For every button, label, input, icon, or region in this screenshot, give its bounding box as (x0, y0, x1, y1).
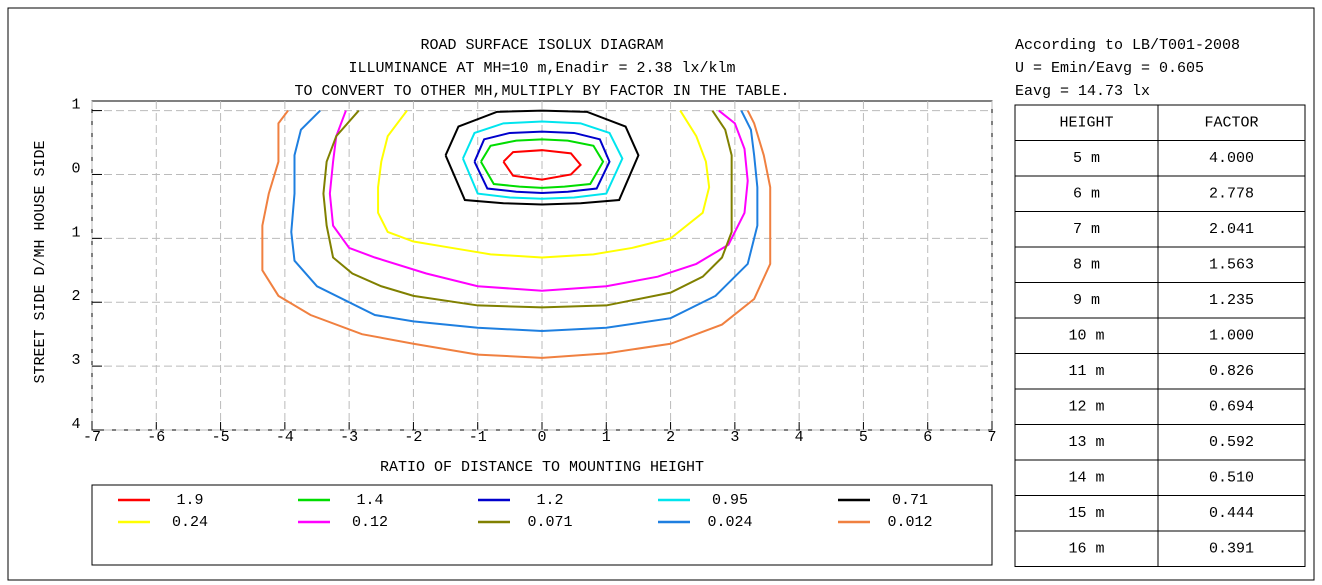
frame (7, 7, 1315, 581)
table-header: FACTOR (1204, 115, 1258, 132)
isolux-line (322, 109, 733, 309)
legend-label: 0.12 (352, 514, 388, 531)
legend-label: 0.95 (712, 492, 748, 509)
chart-title: ROAD SURFACE ISOLUX DIAGRAM (420, 37, 663, 54)
info-line: U = Emin/Eavg = 0.605 (1015, 60, 1204, 77)
table-cell: 0.444 (1209, 505, 1254, 522)
x-tick-label: -6 (147, 429, 165, 446)
isolux-line (328, 109, 749, 292)
y-axis-label: STREET SIDE D/MH HOUSE SIDE (32, 140, 49, 383)
y-tick-label: 1 (71, 224, 80, 241)
y-tick-label: 1 (71, 97, 80, 114)
legend-box (91, 484, 993, 566)
table-cell: 9 m (1073, 292, 1100, 309)
table-cell: 7 m (1073, 221, 1100, 238)
table-cell: 0.694 (1209, 399, 1254, 416)
table-cell: 12 m (1068, 399, 1104, 416)
x-tick-label: -3 (340, 429, 358, 446)
info-line: Eavg = 14.73 lx (1015, 83, 1150, 100)
x-tick-label: -2 (404, 429, 422, 446)
info-line: According to LB/T001-2008 (1015, 37, 1240, 54)
table-cell: 0.592 (1209, 434, 1254, 451)
table-cell: 11 m (1068, 363, 1104, 380)
y-tick-label: 2 (71, 288, 80, 305)
legend-label: 0.71 (892, 492, 928, 509)
table-cell: 0.391 (1209, 541, 1254, 558)
table-header: HEIGHT (1059, 115, 1113, 132)
legend-label: 1.4 (356, 492, 383, 509)
table-cell: 1.000 (1209, 328, 1254, 345)
chart-title: TO CONVERT TO OTHER MH,MULTIPLY BY FACTO… (294, 83, 789, 100)
table-cell: 13 m (1068, 434, 1104, 451)
table-cell: 8 m (1073, 257, 1100, 274)
y-tick-label: 0 (71, 160, 80, 177)
legend-label: 1.2 (536, 492, 563, 509)
isolux-line (377, 109, 711, 259)
isolux-line (444, 109, 640, 206)
x-tick-label: 6 (923, 429, 932, 446)
x-tick-label: -7 (83, 429, 101, 446)
legend-label: 1.9 (176, 492, 203, 509)
table-cell: 1.235 (1209, 292, 1254, 309)
x-tick-label: 5 (859, 429, 868, 446)
x-tick-label: -4 (276, 429, 294, 446)
table-cell: 15 m (1068, 505, 1104, 522)
isolux-line (290, 109, 759, 332)
table-border (1014, 104, 1306, 567)
table-cell: 14 m (1068, 470, 1104, 487)
table-cell: 0.826 (1209, 363, 1254, 380)
table-cell: 0.510 (1209, 470, 1254, 487)
x-tick-label: -5 (212, 429, 230, 446)
isolux-line (480, 138, 605, 189)
x-tick-label: 3 (730, 429, 739, 446)
table-cell: 10 m (1068, 328, 1104, 345)
x-tick-label: 7 (987, 429, 996, 446)
isolux-line (473, 130, 611, 194)
x-tick-label: 0 (537, 429, 546, 446)
y-tick-label: 3 (71, 352, 80, 369)
y-tick-label: 4 (71, 416, 80, 433)
table-cell: 1.563 (1209, 257, 1254, 274)
isolux-line (462, 120, 624, 200)
table-cell: 6 m (1073, 186, 1100, 203)
legend-label: 0.012 (887, 514, 932, 531)
x-tick-label: 4 (795, 429, 804, 446)
table-cell: 5 m (1073, 150, 1100, 167)
table-cell: 2.778 (1209, 186, 1254, 203)
legend-label: 0.24 (172, 514, 208, 531)
x-tick-label: 2 (666, 429, 675, 446)
table-cell: 2.041 (1209, 221, 1254, 238)
x-axis-label: RATIO OF DISTANCE TO MOUNTING HEIGHT (380, 459, 704, 476)
legend-label: 0.024 (707, 514, 752, 531)
table-cell: 4.000 (1209, 150, 1254, 167)
legend-label: 0.071 (527, 514, 572, 531)
x-tick-label: 1 (602, 429, 611, 446)
table-cell: 16 m (1068, 541, 1104, 558)
x-tick-label: -1 (469, 429, 487, 446)
isolux-line (261, 109, 772, 359)
chart-title: ILLUMINANCE AT MH=10 m,Enadir = 2.38 lx/… (348, 60, 735, 77)
isolux-line (502, 149, 582, 181)
